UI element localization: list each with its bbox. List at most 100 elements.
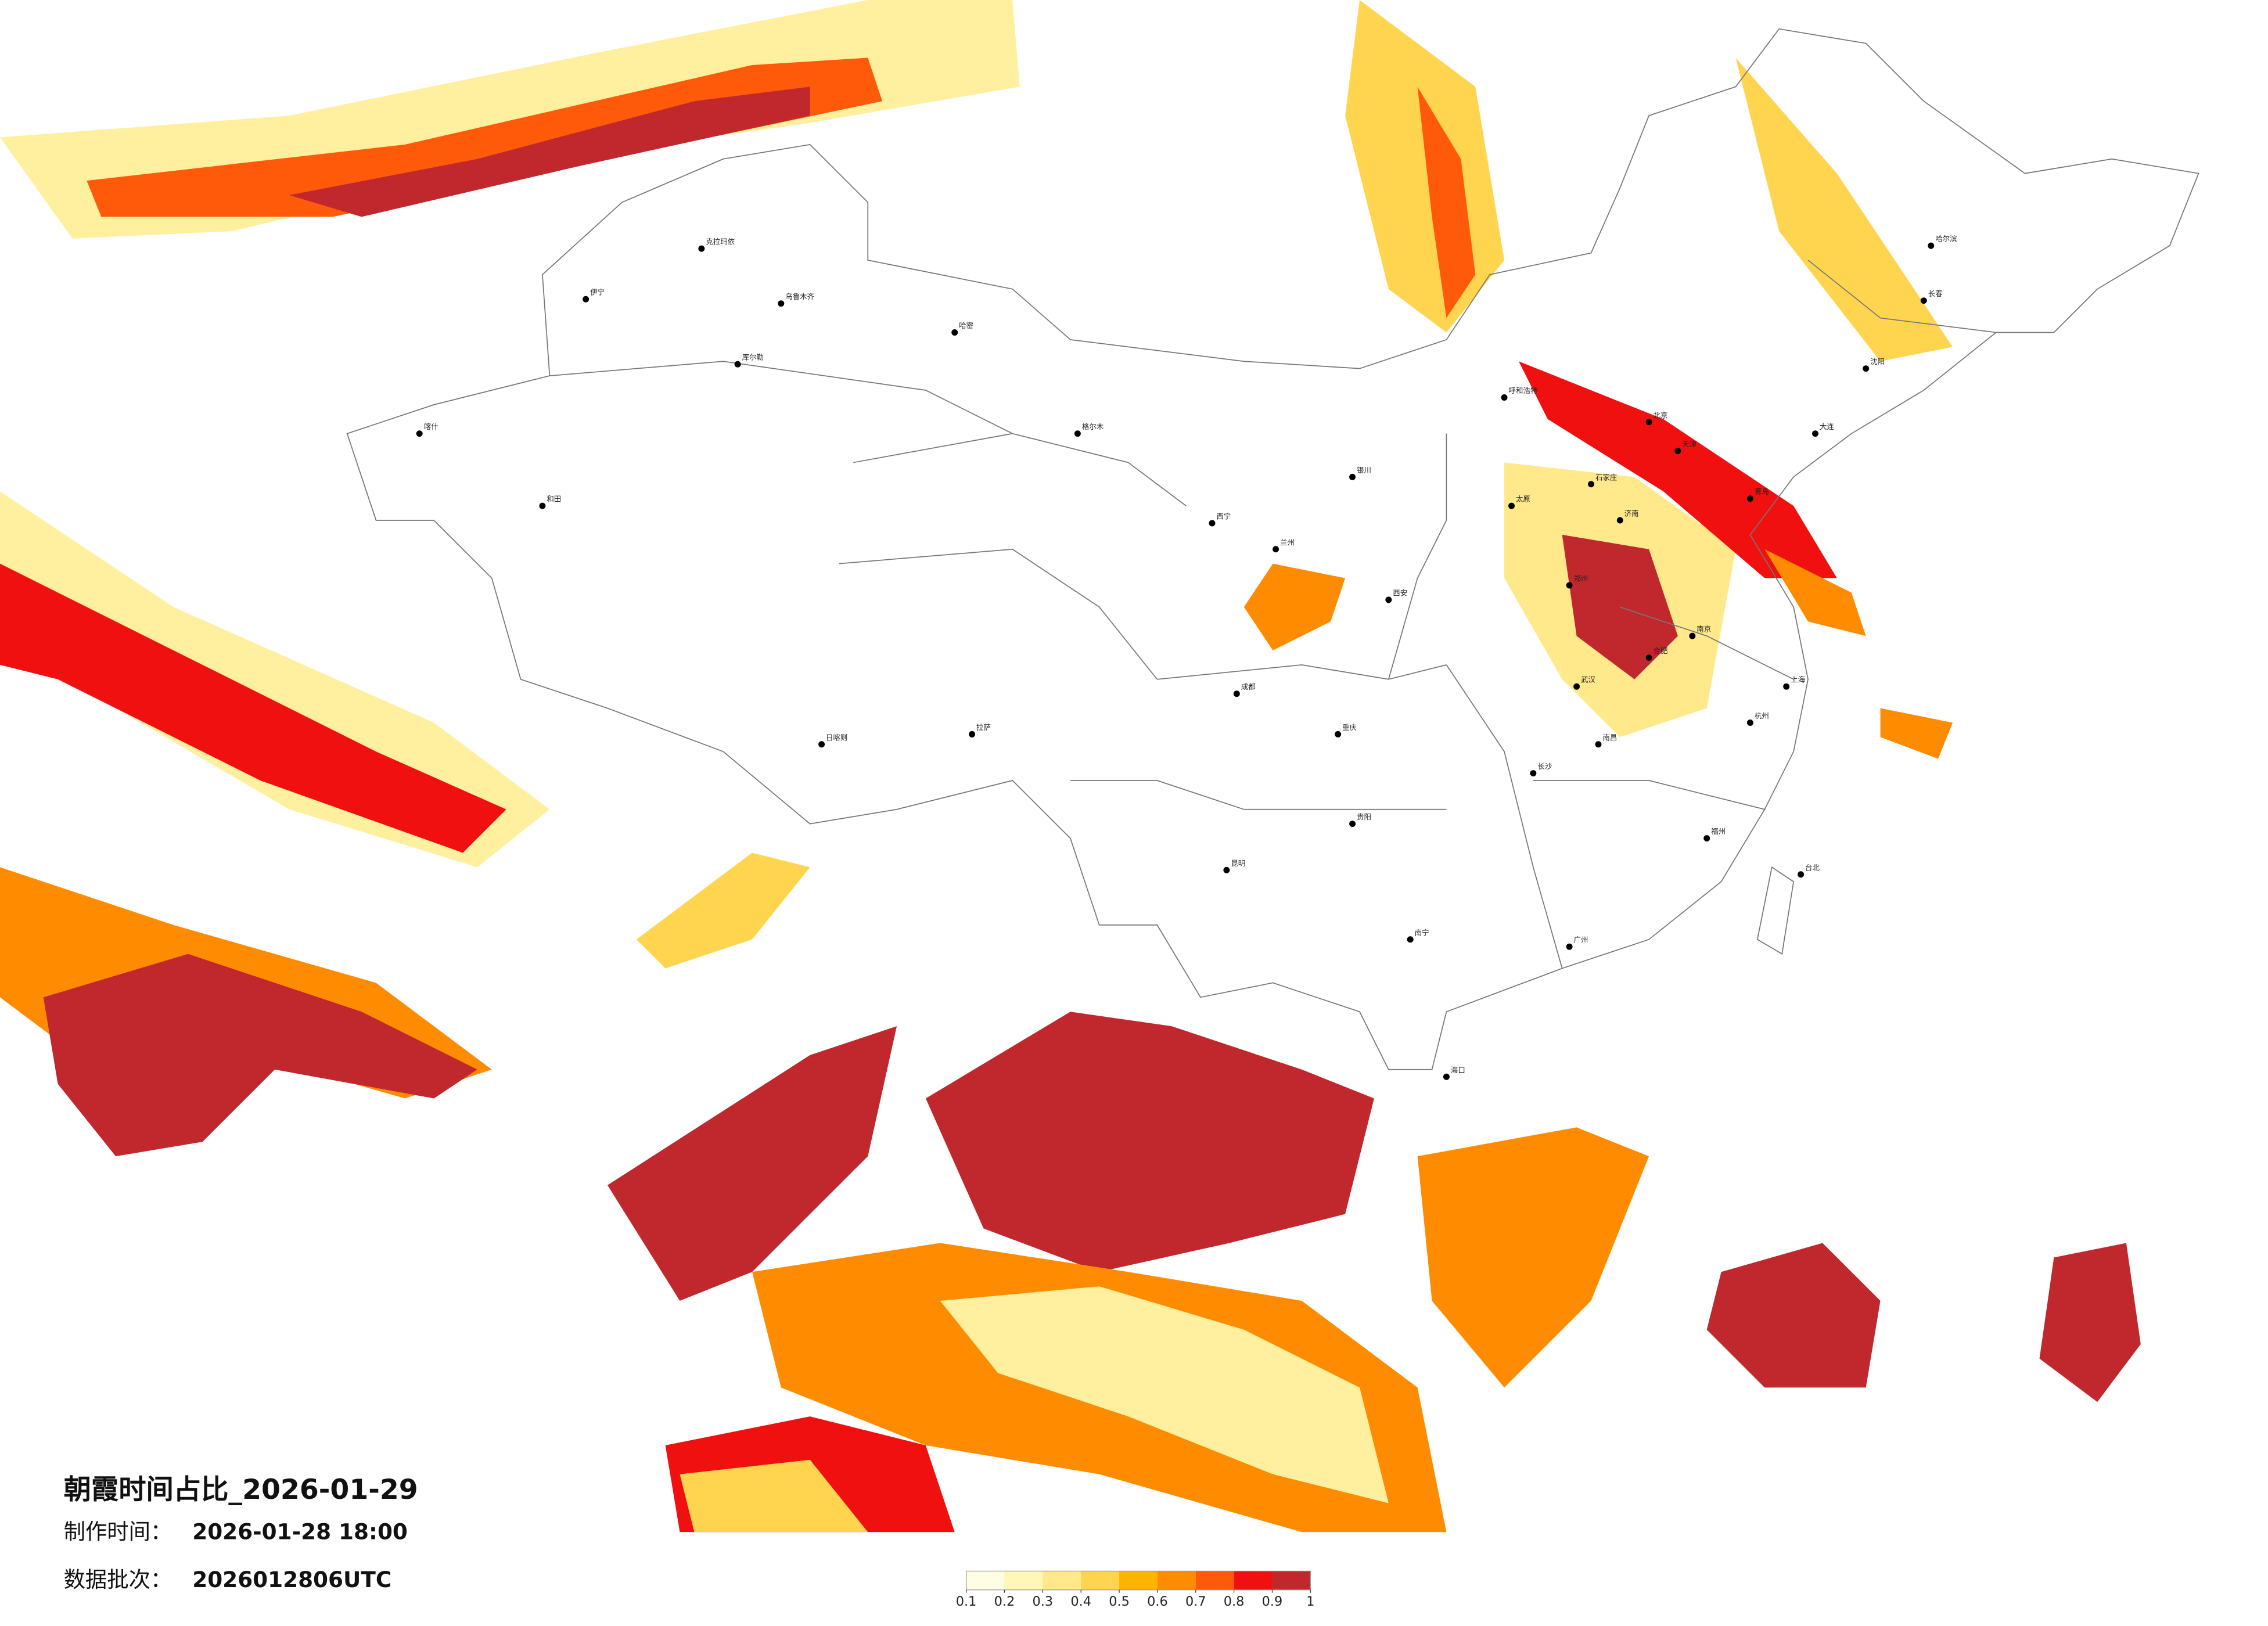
city-label: 太原 bbox=[1516, 495, 1530, 503]
city-label: 福州 bbox=[1711, 827, 1726, 836]
city-dot bbox=[1783, 683, 1790, 690]
city-label: 长春 bbox=[1928, 289, 1943, 298]
city-dot bbox=[734, 361, 741, 368]
city-dot bbox=[1443, 1073, 1450, 1080]
city-label: 台北 bbox=[1805, 863, 1820, 872]
taiwan bbox=[1756, 866, 1795, 955]
field bbox=[1880, 708, 1953, 759]
city-dot bbox=[1209, 520, 1216, 527]
colorbar-tick-label: 0.2 bbox=[994, 1594, 1015, 1609]
field bbox=[607, 1026, 897, 1301]
city-label: 广州 bbox=[1574, 936, 1588, 944]
city-dot bbox=[1530, 770, 1537, 777]
city-label: 长沙 bbox=[1537, 762, 1552, 771]
colorbar-frame bbox=[965, 1570, 1311, 1591]
colorbar: 0.1 0.2 0.3 0.4 0.5 0.6 0.7 0.8 0.9 1 bbox=[956, 1570, 1314, 1609]
city-label: 西宁 bbox=[1216, 512, 1231, 521]
city-dot bbox=[951, 329, 958, 336]
colorbar-tick-label: 0.3 bbox=[1033, 1594, 1054, 1609]
city-label: 哈密 bbox=[959, 321, 973, 330]
province-border bbox=[549, 260, 1996, 969]
field bbox=[43, 954, 477, 1157]
field bbox=[87, 57, 883, 217]
city-label: 北京 bbox=[1654, 411, 1668, 419]
colorbar-swatch bbox=[1004, 1571, 1043, 1590]
city-dot bbox=[1501, 394, 1508, 401]
city-dot bbox=[1674, 448, 1681, 455]
city-dot bbox=[1920, 297, 1927, 304]
city-dot bbox=[416, 430, 423, 437]
city-dot bbox=[1645, 654, 1652, 661]
city-dot bbox=[1812, 430, 1818, 437]
city-dot bbox=[1223, 866, 1230, 873]
city-label: 济南 bbox=[1624, 509, 1639, 518]
city-label: 成都 bbox=[1241, 682, 1256, 691]
city-label: 杭州 bbox=[1755, 711, 1769, 720]
city-dot bbox=[1273, 546, 1279, 553]
batch-label: 数据批次： bbox=[64, 1567, 172, 1592]
colorbar-tick-label: 1 bbox=[1306, 1594, 1314, 1609]
colorbar-swatch bbox=[1272, 1571, 1311, 1590]
city-label: 呼和浩特 bbox=[1509, 386, 1538, 395]
colorbar-swatch bbox=[1234, 1571, 1273, 1590]
city-label: 日喀则 bbox=[826, 733, 847, 742]
city-dot bbox=[539, 502, 546, 509]
city-label: 南京 bbox=[1696, 625, 1711, 634]
city-dot bbox=[1233, 690, 1240, 697]
city-label: 重庆 bbox=[1342, 723, 1357, 732]
city-label: 贵阳 bbox=[1357, 812, 1371, 821]
city-dot bbox=[1349, 473, 1356, 480]
colorbar-swatch bbox=[1195, 1571, 1234, 1590]
city-label: 石家庄 bbox=[1595, 473, 1617, 481]
title: 朝霞时间占比_2026-01-29 bbox=[64, 1474, 418, 1506]
city-label: 郑州 bbox=[1574, 574, 1588, 583]
city-label: 上海 bbox=[1791, 675, 1805, 684]
colorbar-tick-label: 0.1 bbox=[956, 1594, 977, 1609]
city-label: 大连 bbox=[1820, 422, 1834, 431]
city-label: 拉萨 bbox=[976, 723, 991, 732]
city-label: 青岛 bbox=[1755, 487, 1769, 496]
city-label: 南宁 bbox=[1415, 928, 1429, 937]
colorbar-tick-label: 0.8 bbox=[1224, 1594, 1245, 1609]
city-label: 喀什 bbox=[424, 422, 438, 431]
city-label: 乌鲁木齐 bbox=[785, 292, 814, 301]
city-dot bbox=[1566, 943, 1573, 950]
colorbar-tick-label: 0.5 bbox=[1109, 1594, 1130, 1609]
city-label: 克拉玛依 bbox=[706, 238, 735, 246]
made-time: 2026-01-28 18:00 bbox=[192, 1519, 408, 1545]
field bbox=[925, 1012, 1374, 1272]
field bbox=[0, 563, 506, 853]
city-dot bbox=[1385, 596, 1392, 603]
batch: 2026012806UTC bbox=[192, 1567, 391, 1592]
city-dot bbox=[778, 300, 785, 307]
city-dot bbox=[1349, 821, 1356, 828]
city-dot bbox=[1566, 582, 1573, 589]
field bbox=[1735, 57, 1953, 362]
colorbar-swatch bbox=[1081, 1571, 1120, 1590]
city-label: 西安 bbox=[1393, 588, 1407, 597]
city-dot bbox=[1689, 632, 1696, 639]
city-label: 武汉 bbox=[1581, 675, 1595, 684]
colorbar-swatch bbox=[966, 1571, 1005, 1590]
colorbar-tick-label: 0.9 bbox=[1262, 1594, 1283, 1609]
colorbar-swatch bbox=[1043, 1571, 1081, 1590]
city-dot bbox=[1595, 741, 1602, 748]
city-dot bbox=[1798, 871, 1805, 878]
colorbar-tick-label: 0.4 bbox=[1070, 1594, 1091, 1609]
city-dot bbox=[1573, 683, 1580, 690]
city-dot bbox=[1863, 365, 1870, 372]
field bbox=[940, 1286, 1389, 1503]
city-dot bbox=[1587, 481, 1594, 488]
colorbar-tick-label: 0.7 bbox=[1185, 1594, 1206, 1609]
city-dot bbox=[969, 731, 976, 738]
colorbar-swatch bbox=[1157, 1571, 1196, 1590]
city-label: 银川 bbox=[1357, 466, 1371, 474]
city-dot bbox=[818, 741, 825, 748]
made-label: 制作时间： bbox=[64, 1519, 172, 1545]
field bbox=[680, 1459, 868, 1533]
city-dot bbox=[1508, 502, 1515, 509]
colorbar-tick-label: 0.6 bbox=[1147, 1594, 1168, 1609]
